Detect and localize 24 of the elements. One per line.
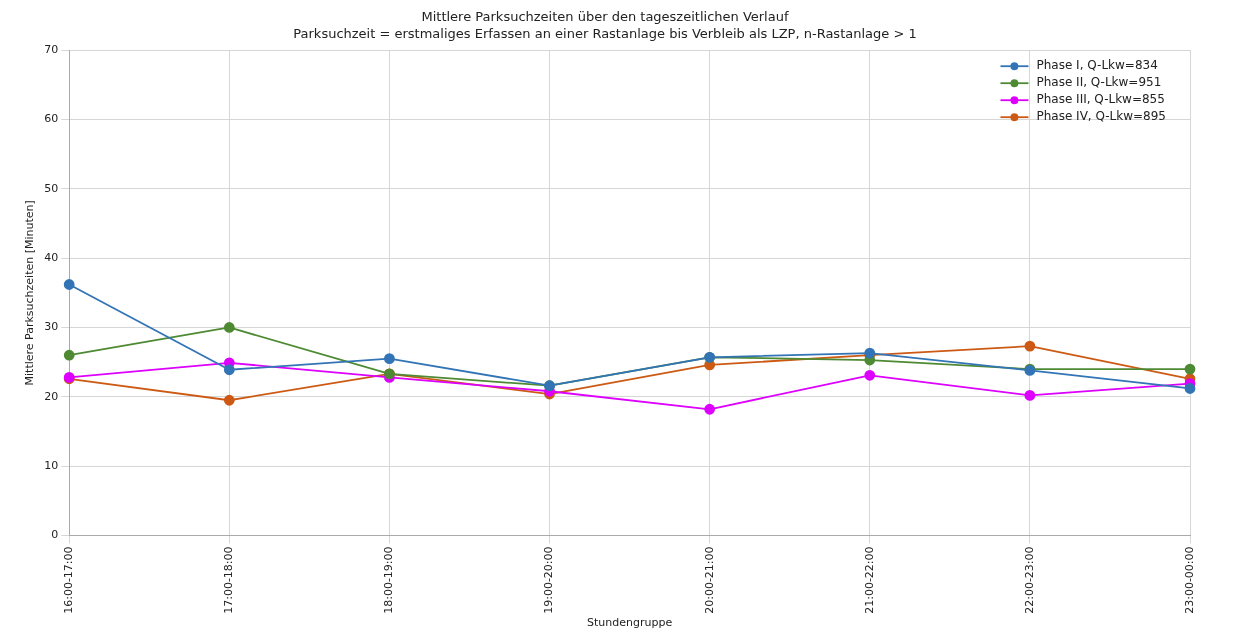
- x-tick-label: 22:00-23:00: [1022, 546, 1036, 614]
- y-tick-label: 20: [44, 389, 59, 403]
- legend-label: Phase IV, Q-Lkw=895: [1036, 109, 1167, 124]
- y-axis-title: Mittlere Parksuchzeiten [Minuten]: [23, 200, 37, 386]
- y-tick-label: 30: [44, 320, 59, 334]
- y-tick-label: 10: [44, 458, 59, 472]
- y-tick-label: 40: [44, 251, 59, 265]
- legend-label: Phase III, Q-Lkw=855: [1036, 92, 1165, 107]
- y-tick-label: 60: [44, 112, 59, 126]
- x-tick-label: 21:00-22:00: [862, 546, 876, 614]
- x-tick-label: 16:00-17:00: [62, 546, 76, 614]
- x-tick-label: 18:00-19:00: [382, 546, 396, 614]
- x-tick-label: 20:00-21:00: [702, 546, 716, 614]
- y-tick-label: 0: [51, 528, 59, 542]
- chart-subtitle: Parksuchzeit = erstmaliges Erfassen an einer Rastanlage bis Verbleib als LZP, n-Rastanlage > 1: [293, 25, 917, 41]
- chart-title: Mittlere Parksuchzeiten über den tageszeitlichen Verlauf: [421, 9, 789, 25]
- x-axis-title: Stundengruppe: [587, 616, 673, 630]
- y-tick-label: 50: [44, 181, 59, 195]
- x-tick-label: 19:00-20:00: [542, 546, 556, 614]
- x-tick-label: 23:00-00:00: [1182, 546, 1196, 614]
- x-tick-label: 17:00-18:00: [222, 546, 236, 614]
- y-tick-label: 70: [44, 43, 59, 57]
- legend-label: Phase II, Q-Lkw=951: [1036, 75, 1162, 90]
- legend-label: Phase I, Q-Lkw=834: [1036, 58, 1158, 73]
